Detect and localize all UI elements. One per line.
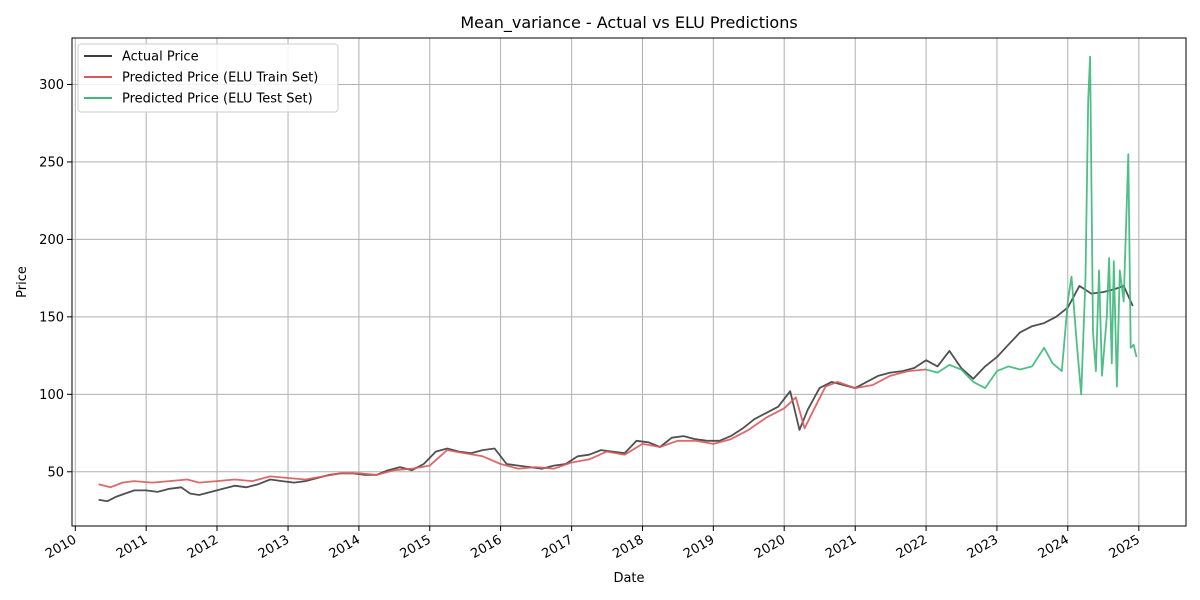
legend-label-2: Predicted Price (ELU Test Set) xyxy=(122,92,313,107)
y-tick-label: 250 xyxy=(39,155,64,170)
legend-label-0: Actual Price xyxy=(122,50,199,65)
series-line-1 xyxy=(98,368,927,489)
legend-label-1: Predicted Price (ELU Train Set) xyxy=(122,71,318,86)
grid xyxy=(72,38,1186,526)
series-line-2 xyxy=(925,55,1138,396)
x-axis-title: Date xyxy=(613,571,644,586)
plot-frame xyxy=(71,37,1187,527)
legend-box xyxy=(77,43,339,113)
legend: Actual Price Predicted Price (ELU Train S… xyxy=(77,43,339,113)
y-tick-label: 150 xyxy=(39,310,64,325)
series-line-0 xyxy=(98,285,1134,503)
y-axis-ticks: 50 100 150 200 250 300 xyxy=(39,78,72,480)
y-tick-label: 300 xyxy=(39,78,64,93)
y-tick-label: 50 xyxy=(47,465,64,480)
y-tick-label: 100 xyxy=(39,388,64,403)
y-tick-label: 200 xyxy=(39,233,64,248)
chart-title: Mean_variance - Actual vs ELU Prediction… xyxy=(460,13,797,33)
series-lines xyxy=(98,55,1138,503)
y-axis-title: Price xyxy=(15,266,30,298)
